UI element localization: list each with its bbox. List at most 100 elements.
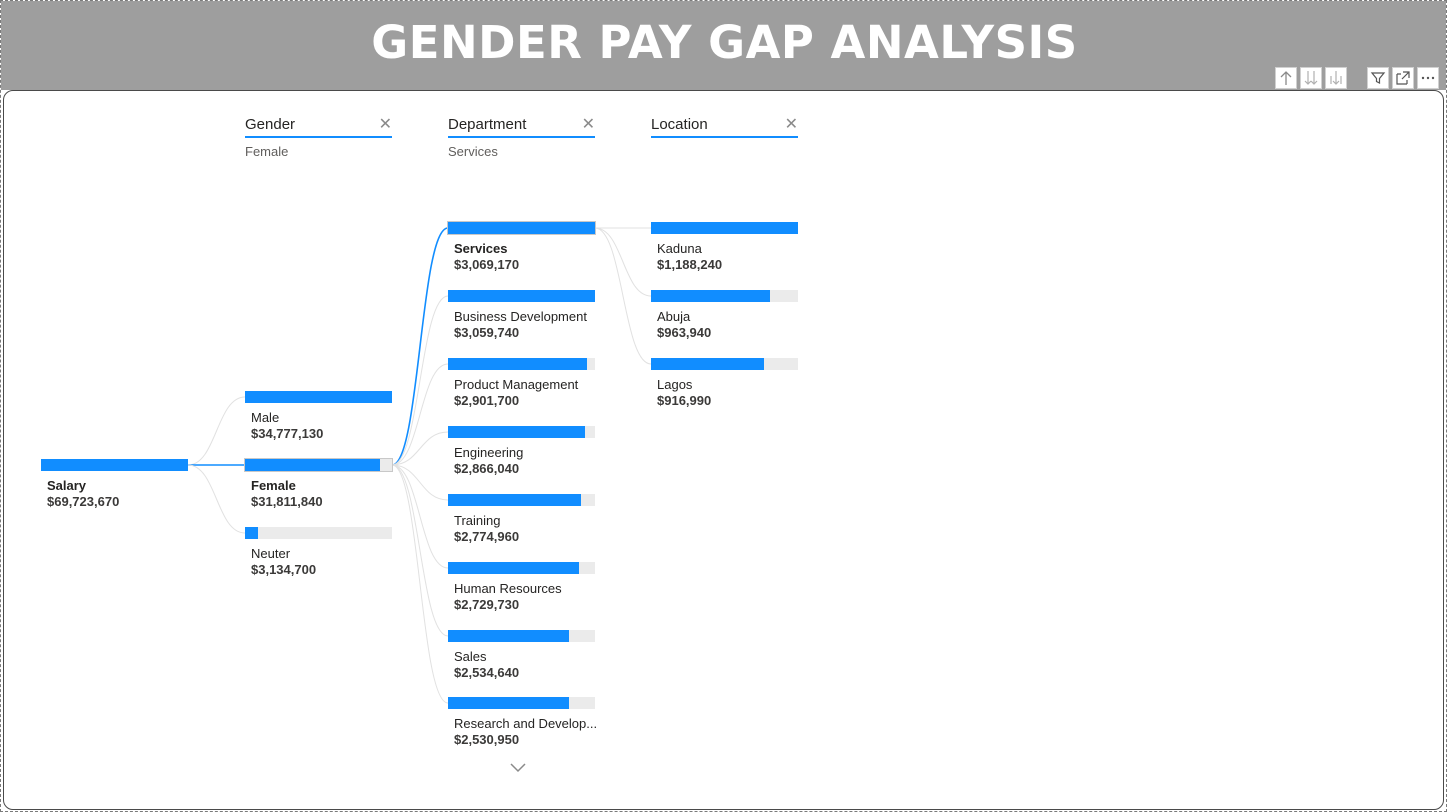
bar-track bbox=[245, 527, 392, 539]
more-options-button[interactable] bbox=[1417, 67, 1439, 89]
bar-track bbox=[448, 426, 595, 438]
node-value: $69,723,670 bbox=[47, 494, 120, 509]
connector-line bbox=[594, 227, 652, 365]
bar-fill bbox=[41, 459, 188, 471]
connector-line bbox=[391, 464, 449, 569]
bar-fill bbox=[448, 562, 579, 574]
connector-line bbox=[391, 464, 449, 501]
close-icon[interactable]: ✕ bbox=[784, 116, 798, 133]
focus-mode-icon bbox=[1396, 71, 1410, 85]
bar-fill bbox=[448, 697, 570, 709]
tree-node[interactable]: Business Development $3,059,740 bbox=[448, 290, 595, 341]
focus-mode-button[interactable] bbox=[1392, 67, 1414, 89]
node-value: $2,530,950 bbox=[454, 732, 520, 747]
bar-track bbox=[651, 290, 798, 302]
node-label: Neuter bbox=[251, 546, 291, 561]
bar-fill bbox=[245, 391, 392, 403]
tree-node[interactable]: Human Resources $2,729,730 bbox=[448, 562, 595, 613]
node-value: $3,134,700 bbox=[251, 562, 317, 577]
bar-fill bbox=[448, 630, 570, 642]
bar-track bbox=[651, 222, 798, 234]
node-label: Engineering bbox=[454, 445, 524, 460]
close-icon[interactable]: ✕ bbox=[378, 116, 392, 133]
expand-down-icon bbox=[1330, 71, 1342, 85]
tree-node[interactable]: Sales $2,534,640 bbox=[448, 630, 595, 681]
node-label: Business Development bbox=[454, 309, 587, 324]
bar-fill bbox=[651, 222, 798, 234]
node-label: Training bbox=[454, 513, 501, 528]
tree-node[interactable]: Kaduna $1,188,240 bbox=[651, 222, 798, 273]
level-header-department: Department ✕ Services bbox=[448, 116, 595, 160]
connector-line bbox=[391, 464, 449, 637]
bar-track bbox=[448, 290, 595, 302]
connector-line bbox=[391, 227, 449, 466]
bar-track bbox=[244, 458, 393, 472]
tree-node[interactable]: Training $2,774,960 bbox=[448, 494, 595, 545]
more-options-icon bbox=[1421, 76, 1435, 80]
bar-track bbox=[41, 459, 188, 471]
bar-track bbox=[651, 358, 798, 370]
node-value: $2,534,640 bbox=[454, 665, 520, 680]
bar-fill bbox=[448, 494, 581, 506]
tree-node[interactable]: Engineering $2,866,040 bbox=[448, 426, 595, 477]
node-label: Kaduna bbox=[657, 241, 702, 256]
bar-fill bbox=[448, 222, 595, 234]
node-label: Research and Develop... bbox=[454, 716, 598, 731]
close-icon[interactable]: ✕ bbox=[581, 116, 595, 133]
bar-fill bbox=[651, 290, 771, 302]
tree-node[interactable]: Male $34,777,130 bbox=[245, 391, 392, 442]
node-label: Female bbox=[251, 478, 296, 493]
arrow-up-icon bbox=[1280, 71, 1292, 85]
connector-lines bbox=[187, 227, 652, 704]
bar-track bbox=[245, 391, 392, 403]
bar-fill bbox=[245, 527, 259, 539]
tree-node[interactable]: Neuter $3,134,700 bbox=[245, 527, 392, 578]
visual-toolbar bbox=[1367, 67, 1439, 89]
level-name: Department bbox=[448, 116, 527, 133]
node-value: $34,777,130 bbox=[251, 426, 324, 441]
connector-line bbox=[391, 431, 449, 466]
tree-node[interactable]: Salary $69,723,670 bbox=[41, 459, 188, 510]
node-label: Lagos bbox=[657, 377, 693, 392]
go-to-next-level-button[interactable] bbox=[1300, 67, 1322, 89]
node-label: Sales bbox=[454, 649, 487, 664]
node-label: Abuja bbox=[657, 309, 691, 324]
bar-fill bbox=[651, 358, 765, 370]
level-header-gender: Gender ✕ Female bbox=[245, 116, 392, 160]
connector-line bbox=[391, 295, 449, 466]
connector-line bbox=[187, 396, 246, 466]
tree-node[interactable]: Research and Develop... $2,530,950 bbox=[448, 697, 597, 748]
bar-fill bbox=[245, 459, 380, 471]
connector-line bbox=[391, 363, 449, 466]
node-value: $2,901,700 bbox=[454, 393, 520, 408]
node-label: Product Management bbox=[454, 377, 579, 392]
bar-fill bbox=[448, 290, 595, 302]
level-selection: Female bbox=[245, 144, 289, 159]
connector-line bbox=[187, 464, 246, 534]
drill-up-button[interactable] bbox=[1275, 67, 1297, 89]
level-selection: Services bbox=[448, 144, 498, 159]
chevron-down-icon[interactable] bbox=[509, 761, 527, 773]
double-arrow-down-icon bbox=[1304, 71, 1318, 85]
tree-node[interactable]: Services $3,069,170 bbox=[447, 221, 596, 273]
bar-track bbox=[447, 221, 596, 235]
tree-node[interactable]: Product Management $2,901,700 bbox=[448, 358, 595, 409]
tree-node[interactable]: Female $31,811,840 bbox=[244, 458, 393, 510]
bar-fill bbox=[448, 358, 587, 370]
node-value: $963,940 bbox=[657, 325, 712, 340]
node-label: Salary bbox=[47, 478, 87, 493]
bar-track bbox=[448, 358, 595, 370]
node-label: Services bbox=[454, 241, 508, 256]
decomposition-tree-visual: Gender ✕ Female Department ✕ Services Lo… bbox=[3, 90, 1444, 810]
level-header-location: Location ✕ bbox=[651, 116, 798, 144]
filter-icon bbox=[1370, 72, 1386, 84]
node-label: Male bbox=[251, 410, 280, 425]
connector-line bbox=[391, 464, 449, 704]
tree-node[interactable]: Lagos $916,990 bbox=[651, 358, 798, 409]
page-title: GENDER PAY GAP ANALYSIS bbox=[371, 16, 1078, 69]
tree-node[interactable]: Abuja $963,940 bbox=[651, 290, 798, 341]
level-name: Location bbox=[651, 116, 708, 133]
bar-track bbox=[448, 630, 595, 642]
filter-button[interactable] bbox=[1367, 67, 1389, 89]
expand-all-button[interactable] bbox=[1325, 67, 1347, 89]
